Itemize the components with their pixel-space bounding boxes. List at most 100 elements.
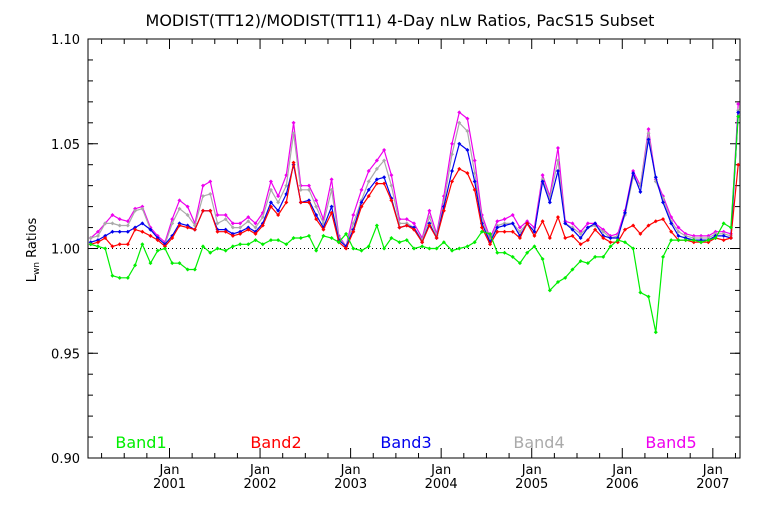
data-point — [585, 221, 590, 226]
data-point — [578, 242, 583, 247]
data-point — [162, 244, 167, 249]
data-point — [382, 246, 387, 251]
data-point — [201, 244, 206, 249]
data-point — [238, 242, 243, 247]
data-point — [540, 173, 545, 178]
data-point — [736, 162, 741, 167]
data-point — [230, 244, 235, 249]
data-point — [615, 236, 620, 241]
data-point — [95, 240, 100, 245]
data-point — [472, 240, 477, 245]
data-point — [125, 229, 130, 234]
data-point — [525, 221, 530, 226]
data-point — [246, 219, 251, 224]
x-tick-month-label: Jan — [702, 463, 723, 478]
data-point — [177, 261, 182, 266]
data-point — [434, 246, 439, 251]
data-point — [736, 110, 741, 115]
data-point — [532, 233, 537, 238]
data-point — [502, 217, 507, 222]
data-point — [366, 244, 371, 249]
data-point — [117, 229, 122, 234]
data-point — [140, 242, 145, 247]
data-point — [374, 223, 379, 228]
data-point — [540, 256, 545, 261]
data-point — [691, 240, 696, 245]
data-point — [638, 231, 643, 236]
data-point — [547, 288, 552, 293]
data-point — [185, 223, 190, 228]
data-point — [284, 200, 289, 205]
data-point — [359, 204, 364, 209]
y-tick-label: 1.10 — [51, 33, 80, 48]
data-point — [140, 221, 145, 226]
data-point — [253, 225, 258, 230]
data-point — [721, 231, 726, 236]
x-tick-year-label: 2005 — [515, 477, 548, 492]
data-point — [683, 233, 688, 238]
data-point — [268, 238, 273, 243]
data-point — [133, 225, 138, 230]
data-point — [208, 179, 213, 184]
y-axis-label: Lwn Ratios — [25, 217, 42, 282]
data-point — [646, 127, 651, 132]
data-point — [253, 231, 258, 236]
data-point — [683, 238, 688, 243]
data-point — [510, 212, 515, 217]
data-point — [721, 233, 726, 238]
axis-ticks: 0.900.951.001.051.10Jan2001Jan2002Jan200… — [51, 33, 740, 492]
data-point — [382, 175, 387, 180]
data-point — [517, 229, 522, 234]
legend-entry-band2: Band2 — [250, 433, 301, 452]
data-point — [148, 261, 153, 266]
data-point — [427, 223, 432, 228]
data-point — [585, 238, 590, 243]
data-point — [622, 240, 627, 245]
data-point — [359, 187, 364, 192]
data-point — [117, 275, 122, 280]
data-point — [578, 231, 583, 236]
data-point — [336, 240, 341, 245]
data-point — [728, 225, 733, 230]
data-point — [661, 254, 666, 259]
data-point — [457, 141, 462, 146]
legend-entry-band4: Band4 — [513, 433, 564, 452]
data-point — [260, 242, 265, 247]
data-point — [457, 166, 462, 171]
data-point — [230, 225, 235, 230]
data-point — [268, 204, 273, 209]
data-point — [208, 250, 213, 255]
data-point — [366, 187, 371, 192]
data-point — [631, 246, 636, 251]
data-point — [389, 198, 394, 203]
data-point — [517, 261, 522, 266]
data-point — [276, 208, 281, 213]
data-point — [306, 200, 311, 205]
data-point — [215, 212, 220, 217]
data-point — [260, 215, 265, 220]
data-point — [578, 236, 583, 241]
data-point — [646, 131, 651, 136]
data-point — [306, 183, 311, 188]
x-tick-year-label: 2003 — [334, 477, 367, 492]
data-point — [699, 238, 704, 243]
data-point — [441, 240, 446, 245]
data-point — [329, 187, 334, 192]
data-point — [502, 223, 507, 228]
data-point — [721, 221, 726, 226]
data-point — [488, 231, 493, 236]
data-point — [465, 244, 470, 249]
data-point — [404, 221, 409, 226]
data-point — [615, 238, 620, 243]
data-point — [495, 223, 500, 228]
data-point — [133, 208, 138, 213]
data-point — [713, 231, 718, 236]
data-point — [488, 242, 493, 247]
data-point — [699, 236, 704, 241]
data-point — [736, 101, 741, 106]
data-point — [140, 206, 145, 211]
data-point — [502, 229, 507, 234]
data-point — [646, 223, 651, 228]
data-point — [713, 236, 718, 241]
data-point — [133, 263, 138, 268]
